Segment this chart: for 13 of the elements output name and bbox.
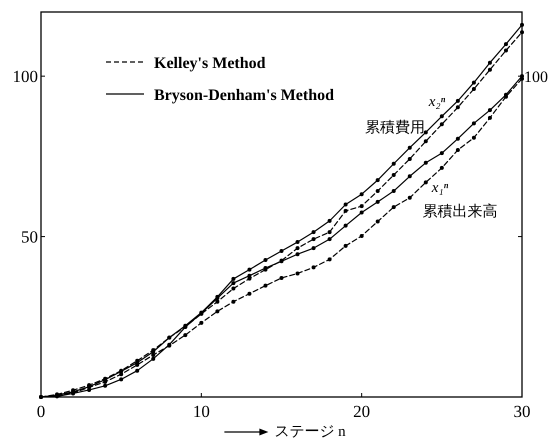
annotation: 累積費用 bbox=[365, 119, 425, 136]
legend-label: Kelley's Method bbox=[154, 55, 266, 72]
annotation: x₁ⁿ bbox=[430, 180, 449, 196]
x-axis-title: ステージ n bbox=[274, 424, 346, 440]
legend-label: Bryson-Denham's Method bbox=[154, 87, 334, 104]
x-tick-label: 10 bbox=[192, 402, 210, 421]
x-tick-label: 0 bbox=[36, 402, 46, 421]
x-tick-label: 30 bbox=[514, 402, 530, 421]
x-tick-label: 20 bbox=[353, 402, 370, 421]
y-tick-label: 50 bbox=[21, 228, 38, 247]
annotation: 累積出来高 bbox=[422, 203, 498, 220]
text: 100 bbox=[524, 69, 548, 86]
annotation: x₂ⁿ bbox=[428, 94, 446, 110]
